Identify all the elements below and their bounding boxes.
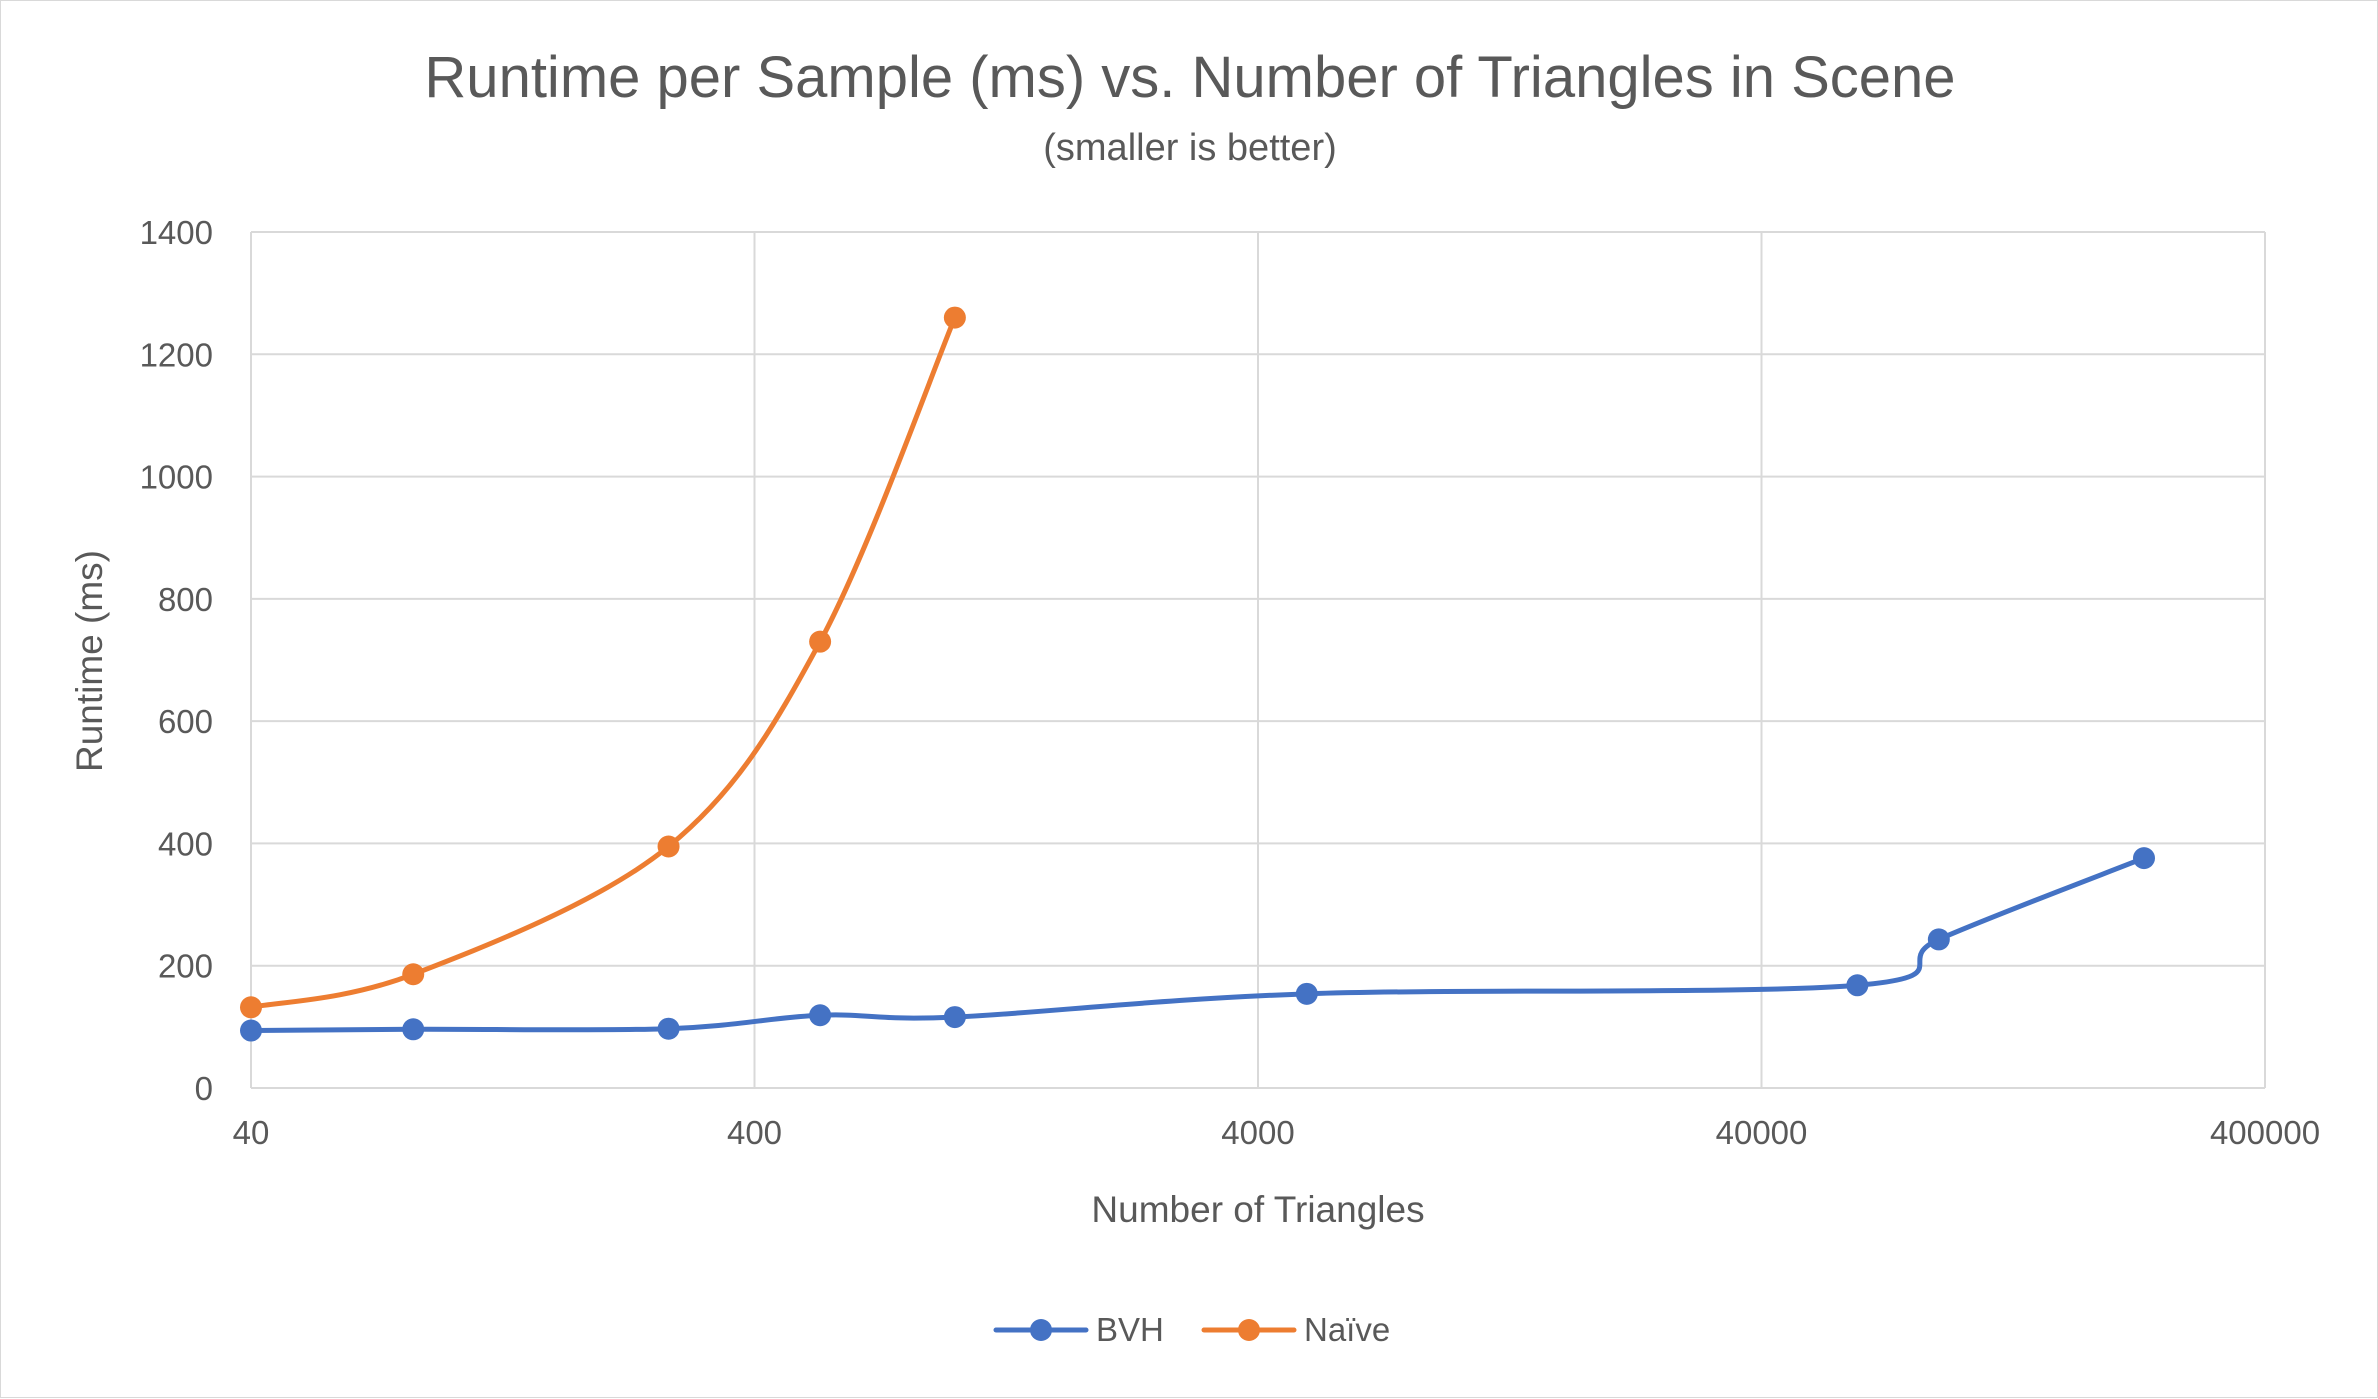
data-point-na-ve	[943, 306, 966, 329]
data-points	[240, 306, 2155, 1042]
data-point-bvh	[2132, 847, 2155, 870]
data-point-bvh	[240, 1019, 262, 1042]
x-tick-label: 400	[727, 1114, 782, 1151]
data-point-na-ve	[809, 630, 832, 653]
y-tick-label: 800	[158, 581, 213, 618]
chart-subtitle: (smaller is better)	[1043, 127, 1337, 169]
y-tick-label: 1200	[140, 336, 213, 373]
data-point-bvh	[809, 1004, 832, 1027]
y-tick-label: 400	[158, 825, 213, 862]
data-point-bvh	[657, 1017, 680, 1040]
y-tick-label: 1000	[140, 459, 213, 496]
legend: BVH Naïve	[993, 1311, 1390, 1348]
y-tick-label: 1400	[140, 214, 213, 251]
data-point-na-ve	[657, 835, 680, 858]
y-axis-title: Runtime (ms)	[69, 550, 110, 772]
data-point-bvh	[402, 1018, 425, 1041]
data-point-bvh	[1295, 982, 1318, 1005]
x-tick-label: 40000	[1716, 1114, 1808, 1151]
y-tick-label: 600	[158, 703, 213, 740]
data-point-na-ve	[240, 996, 262, 1019]
x-axis-title: Number of Triangles	[1091, 1189, 1424, 1230]
legend-label-na-ve: Naïve	[1304, 1311, 1390, 1348]
data-point-bvh	[1927, 928, 1950, 951]
series-line-na-ve	[248, 315, 958, 1010]
legend-label-bvh: BVH	[1096, 1311, 1164, 1348]
legend-marker-bvh	[1030, 1319, 1052, 1341]
x-tick-label: 4000	[1221, 1114, 1294, 1151]
tick-labels: 0 200 400 600 800 1000 1200 1400 40 400 4000 40000 4…	[140, 214, 2320, 1151]
legend-marker-na-ve	[1238, 1319, 1260, 1341]
y-tick-label: 200	[158, 948, 213, 985]
series-line-bvh	[248, 855, 2147, 1034]
grid-lines	[250, 231, 2266, 1088]
chart-title: Runtime per Sample (ms) vs. Number of Tr…	[424, 45, 1955, 110]
x-tick-label: 400000	[2210, 1114, 2320, 1151]
y-tick-label: 0	[195, 1070, 213, 1107]
series-lines	[248, 315, 2147, 1034]
data-point-na-ve	[402, 963, 425, 986]
x-tick-label: 40	[233, 1114, 270, 1151]
data-point-bvh	[943, 1006, 966, 1029]
data-point-bvh	[1846, 974, 1869, 997]
